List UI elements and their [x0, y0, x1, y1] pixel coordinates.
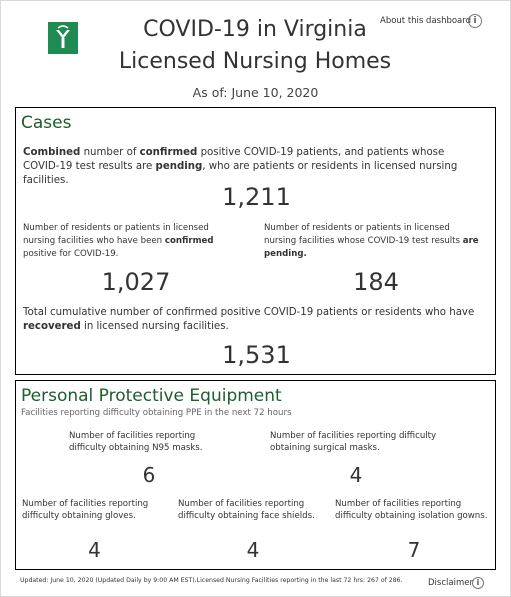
- gowns-label: Number of facilities reporting difficult…: [335, 498, 493, 522]
- info-icon[interactable]: i: [468, 14, 482, 28]
- face-shields-count: 4: [178, 538, 328, 562]
- desc-text: in licensed nursing facilities.: [81, 321, 229, 332]
- title-line-1: COVID-19 in Virginia: [110, 14, 400, 46]
- page-title: COVID-19 in Virginia Licensed Nursing Ho…: [110, 14, 400, 78]
- disclaimer-link[interactable]: Disclaimer: [428, 578, 473, 588]
- face-shields-label: Number of facilities reporting difficult…: [178, 498, 328, 522]
- desc-text: Total cumulative number of confirmed pos…: [23, 307, 474, 318]
- info-icon[interactable]: i: [472, 577, 484, 589]
- pending-count: 184: [306, 268, 446, 296]
- desc-bold: pending: [156, 161, 203, 172]
- recovered-count: 1,531: [16, 341, 497, 369]
- pending-description: Number of residents or patients in licen…: [264, 222, 484, 261]
- as-of-date: As of: June 10, 2020: [0, 85, 511, 100]
- surgical-label: Number of facilities reporting difficult…: [270, 430, 450, 454]
- n95-count: 6: [69, 463, 229, 487]
- desc-bold: confirmed: [165, 236, 214, 246]
- desc-bold: recovered: [23, 321, 81, 332]
- ppe-subtitle: Facilities reporting difficulty obtainin…: [21, 408, 291, 418]
- combined-description: Combined number of confirmed positive CO…: [23, 146, 483, 188]
- cases-title: Cases: [21, 113, 71, 133]
- gloves-count: 4: [22, 538, 167, 562]
- cases-section: Cases Combined number of confirmed posit…: [15, 107, 496, 375]
- confirmed-count: 1,027: [56, 268, 216, 296]
- updated-note: Updated: June 10, 2020 (Updated Daily by…: [20, 577, 403, 584]
- recovered-description: Total cumulative number of confirmed pos…: [23, 306, 483, 334]
- confirmed-description: Number of residents or patients in licen…: [23, 222, 238, 261]
- desc-text: positive for COVID-19.: [23, 249, 118, 259]
- desc-text: number of: [80, 147, 139, 158]
- gowns-count: 7: [335, 538, 493, 562]
- desc-bold: Combined: [23, 147, 80, 158]
- gloves-label: Number of facilities reporting difficult…: [22, 498, 167, 522]
- title-line-2: Licensed Nursing Homes: [110, 46, 400, 78]
- desc-text: Number of residents or patients in licen…: [264, 223, 463, 246]
- desc-bold: confirmed: [140, 147, 198, 158]
- surgical-count: 4: [276, 463, 436, 487]
- about-dashboard-link[interactable]: About this dashboard: [380, 16, 471, 26]
- ppe-title: Personal Protective Equipment: [21, 386, 282, 406]
- n95-label: Number of facilities reporting difficult…: [69, 430, 229, 454]
- ppe-section: Personal Protective Equipment Facilities…: [15, 380, 496, 570]
- combined-count: 1,211: [16, 183, 497, 211]
- vdh-logo-icon: [48, 22, 78, 54]
